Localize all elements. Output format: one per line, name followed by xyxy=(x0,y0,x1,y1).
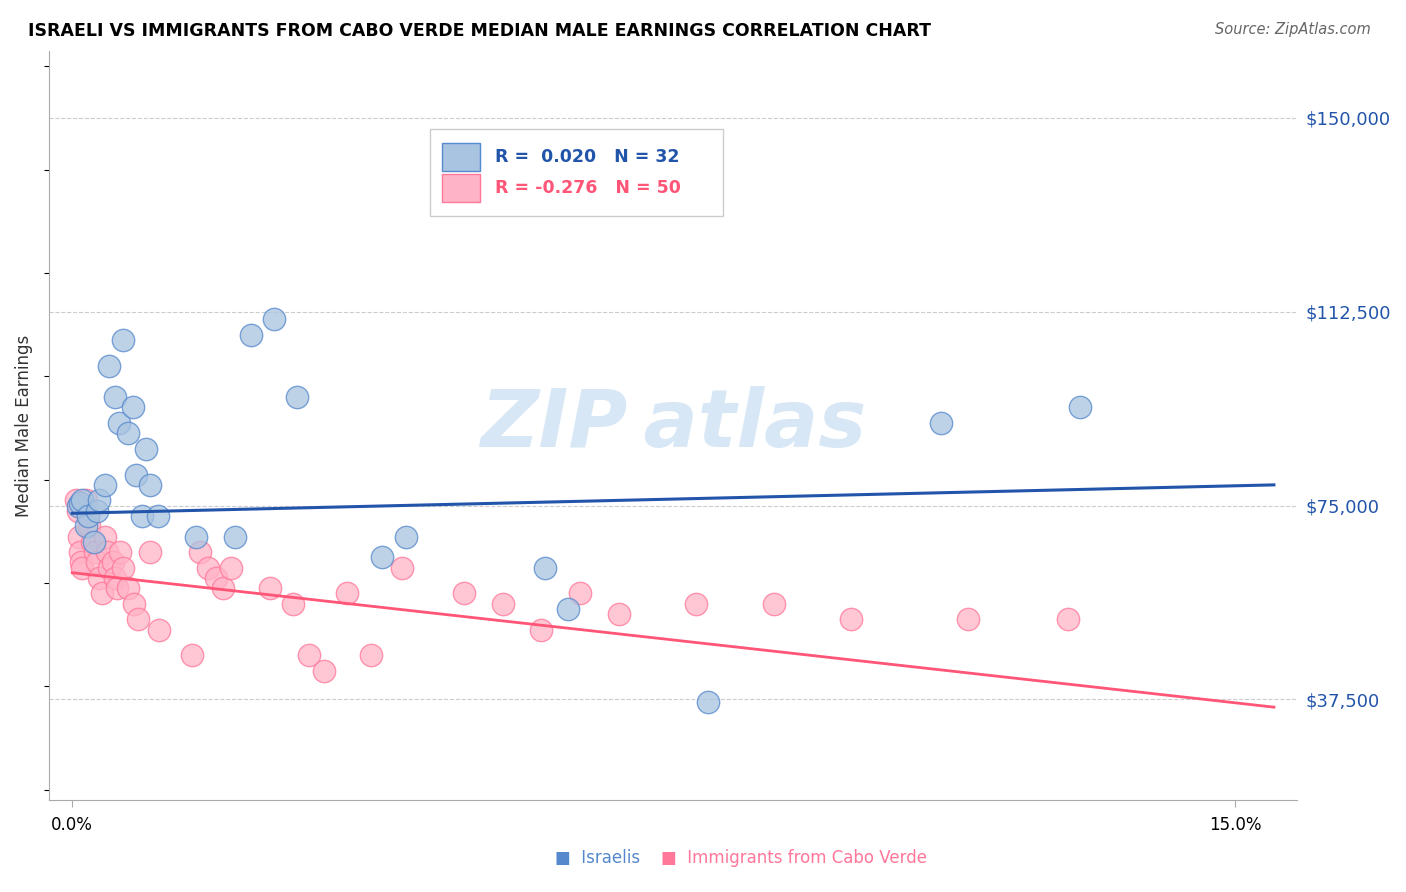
Point xyxy=(263,312,285,326)
Point xyxy=(67,530,90,544)
Text: ISRAELI VS IMMIGRANTS FROM CABO VERDE MEDIAN MALE EARNINGS CORRELATION CHART: ISRAELI VS IMMIGRANTS FROM CABO VERDE ME… xyxy=(28,22,931,40)
Point xyxy=(283,597,305,611)
Point xyxy=(188,545,211,559)
Text: Source: ZipAtlas.com: Source: ZipAtlas.com xyxy=(1215,22,1371,37)
Text: ZIP atlas: ZIP atlas xyxy=(479,386,866,465)
Point xyxy=(104,571,127,585)
Point xyxy=(111,560,134,574)
Point xyxy=(86,556,108,570)
Text: ■  Immigrants from Cabo Verde: ■ Immigrants from Cabo Verde xyxy=(661,849,927,867)
Point xyxy=(181,648,204,663)
FancyBboxPatch shape xyxy=(430,129,723,216)
Point xyxy=(89,493,111,508)
Point xyxy=(89,571,111,585)
Point xyxy=(146,508,169,523)
Point xyxy=(107,416,129,430)
Point xyxy=(76,508,98,523)
Text: R =  0.020   N = 32: R = 0.020 N = 32 xyxy=(495,148,679,166)
Point xyxy=(69,496,91,510)
Point xyxy=(139,545,162,559)
Point xyxy=(121,401,143,415)
Text: ■  Israelis: ■ Israelis xyxy=(555,849,641,867)
Y-axis label: Median Male Earnings: Median Male Earnings xyxy=(15,334,32,516)
Point xyxy=(135,442,157,456)
Point xyxy=(122,597,145,611)
Point xyxy=(530,623,553,637)
Point xyxy=(697,695,720,709)
Point xyxy=(94,530,117,544)
Point xyxy=(70,493,93,508)
Point xyxy=(285,390,308,404)
Point xyxy=(204,571,226,585)
Text: 0.0%: 0.0% xyxy=(51,815,93,834)
Point xyxy=(1057,612,1080,626)
Point xyxy=(96,545,118,559)
Point xyxy=(104,390,127,404)
Point xyxy=(762,597,785,611)
Point xyxy=(110,545,132,559)
Point xyxy=(534,560,557,574)
Point xyxy=(956,612,979,626)
Point xyxy=(117,426,139,441)
Point xyxy=(841,612,863,626)
Point xyxy=(65,493,87,508)
Point xyxy=(491,597,513,611)
Point xyxy=(117,581,139,595)
Point xyxy=(336,586,359,600)
Point xyxy=(75,493,97,508)
Point xyxy=(569,586,592,600)
Point xyxy=(259,581,281,595)
Point xyxy=(557,602,579,616)
Point xyxy=(90,586,112,600)
Point xyxy=(394,530,416,544)
Point xyxy=(125,467,148,482)
Point xyxy=(685,597,707,611)
Point xyxy=(239,328,262,343)
Point xyxy=(76,508,98,523)
Point xyxy=(67,499,90,513)
Point xyxy=(224,530,246,544)
Point xyxy=(86,504,108,518)
Point xyxy=(80,534,103,549)
Text: R = -0.276   N = 50: R = -0.276 N = 50 xyxy=(495,178,681,197)
Point xyxy=(69,545,91,559)
Point xyxy=(127,612,149,626)
FancyBboxPatch shape xyxy=(441,174,479,202)
Point xyxy=(131,508,153,523)
Point xyxy=(111,333,134,347)
Point xyxy=(139,478,162,492)
Point xyxy=(101,556,124,570)
Point xyxy=(105,581,128,595)
Point xyxy=(1069,401,1091,415)
Point xyxy=(98,560,121,574)
Point xyxy=(72,560,94,574)
Point xyxy=(360,648,382,663)
Point xyxy=(75,519,97,533)
Point xyxy=(391,560,413,574)
Point xyxy=(453,586,475,600)
Point xyxy=(148,623,170,637)
Point xyxy=(186,530,208,544)
Point xyxy=(929,416,952,430)
FancyBboxPatch shape xyxy=(441,143,479,171)
Point xyxy=(212,581,235,595)
Point xyxy=(79,519,101,533)
Point xyxy=(314,664,336,678)
Point xyxy=(94,478,117,492)
Text: 15.0%: 15.0% xyxy=(1209,815,1261,834)
Point xyxy=(197,560,219,574)
Point xyxy=(371,550,394,565)
Point xyxy=(219,560,242,574)
Point xyxy=(69,556,91,570)
Point xyxy=(607,607,630,621)
Point xyxy=(298,648,321,663)
Point xyxy=(66,504,89,518)
Point xyxy=(98,359,121,373)
Point xyxy=(83,534,105,549)
Point xyxy=(84,545,107,559)
